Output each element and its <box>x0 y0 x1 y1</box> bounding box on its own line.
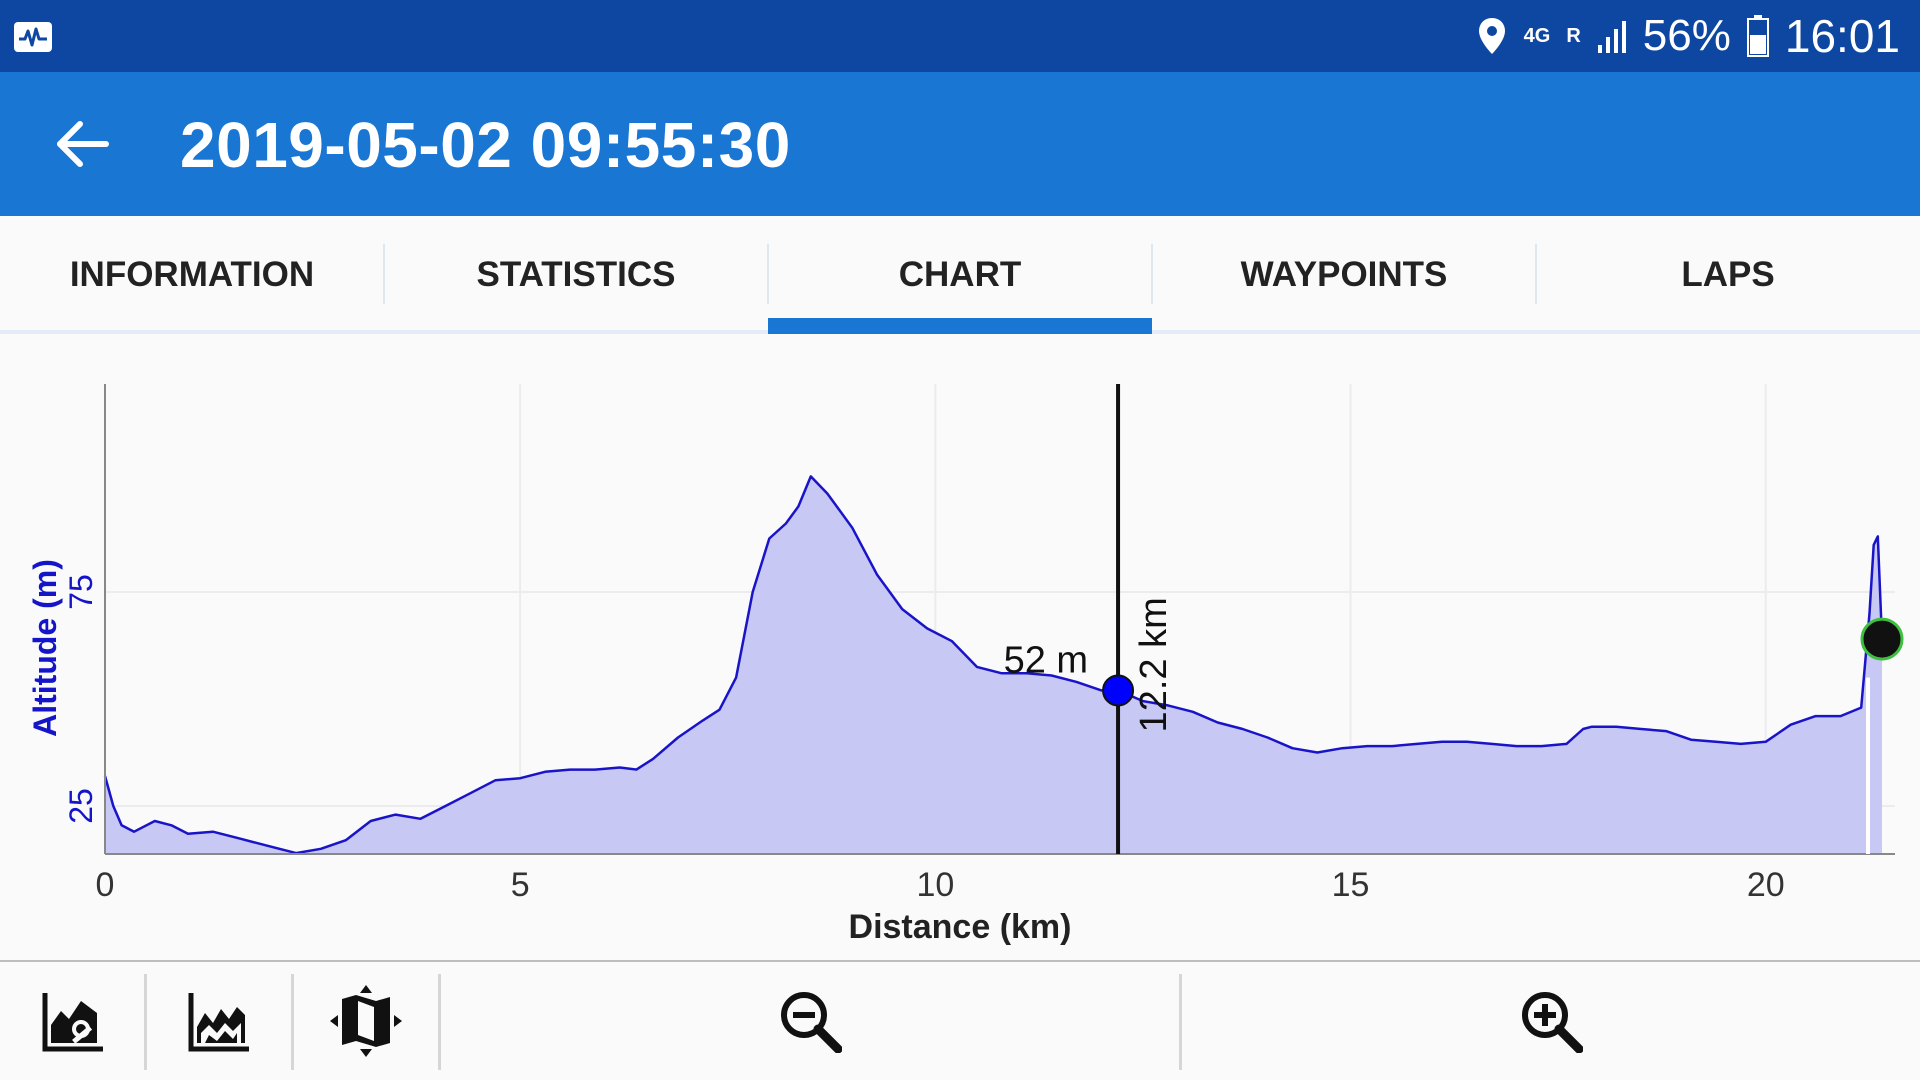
toolbar-divider <box>144 974 147 1070</box>
y-tick-label: 25 <box>63 788 99 824</box>
activity-chart-icon <box>14 22 52 52</box>
status-bar: 4G R 56% 16:01 <box>0 0 1920 72</box>
cursor-marker <box>1102 674 1135 707</box>
y-axis-label: Altitude (m) <box>27 559 63 737</box>
track-end-marker <box>1860 617 1904 661</box>
x-tick-label: 10 <box>916 866 954 904</box>
signal-icon <box>1597 21 1626 53</box>
tab-divider <box>1535 244 1537 304</box>
chart-settings-icon <box>42 993 103 1052</box>
clock: 16:01 <box>1784 10 1900 62</box>
battery-percent: 56% <box>1642 11 1731 60</box>
tab-chart[interactable]: CHART <box>898 255 1022 294</box>
tab-laps[interactable]: LAPS <box>1681 255 1775 294</box>
selected-tab-indicator <box>768 318 1152 334</box>
x-axis-label: Distance (km) <box>849 908 1072 946</box>
chart-settings-button[interactable] <box>0 962 145 1080</box>
bottom-toolbar <box>0 960 1920 1080</box>
chart-panel[interactable]: 0 5 10 15 20 25 75 Distance (km) Altitude (m) … <box>0 334 1920 960</box>
cursor-distance-label: 12.2 km <box>1133 597 1175 732</box>
battery-icon <box>1746 15 1769 57</box>
x-tick-label: 20 <box>1747 866 1785 904</box>
status-indicators: 4G R 56% 16:01 <box>1476 0 1900 72</box>
altitude-line <box>103 475 1884 855</box>
tab-waypoints[interactable]: WAYPOINTS <box>1240 255 1448 294</box>
toolbar-divider <box>1179 974 1182 1070</box>
altitude-area <box>105 476 1882 854</box>
tab-divider <box>1151 244 1153 304</box>
toolbar-divider <box>438 974 441 1070</box>
location-icon <box>1478 18 1505 54</box>
tab-bar: INFORMATION STATISTICS CHART WAYPOINTS L… <box>0 216 1920 334</box>
map-button[interactable] <box>294 962 438 1080</box>
y-tick-label: 75 <box>63 574 99 610</box>
back-button[interactable] <box>48 116 120 172</box>
area-chart-icon <box>188 993 249 1052</box>
cursor-altitude-label: 52 m <box>1004 639 1088 681</box>
page-title: 2019-05-02 09:55:30 <box>180 109 791 181</box>
x-tick-label: 0 <box>96 866 115 904</box>
map-icon <box>330 985 402 1057</box>
tab-statistics[interactable]: STATISTICS <box>476 255 676 294</box>
zoom-in-icon <box>1522 992 1583 1053</box>
x-tick-label: 5 <box>511 866 530 904</box>
arrow-left-icon <box>57 121 109 167</box>
network-type: 4G <box>1523 25 1551 47</box>
zoom-out-button[interactable] <box>441 962 1179 1080</box>
tab-divider <box>383 244 385 304</box>
zoom-in-button[interactable] <box>1182 962 1920 1080</box>
x-tick-label: 15 <box>1332 866 1370 904</box>
roaming-indicator: R <box>1566 25 1581 47</box>
tab-information[interactable]: INFORMATION <box>69 255 315 294</box>
zoom-out-icon <box>781 992 842 1053</box>
toolbar-divider <box>291 974 294 1070</box>
area-chart-button[interactable] <box>147 962 291 1080</box>
tab-divider <box>767 244 769 304</box>
app-bar: 2019-05-02 09:55:30 <box>0 72 1920 216</box>
